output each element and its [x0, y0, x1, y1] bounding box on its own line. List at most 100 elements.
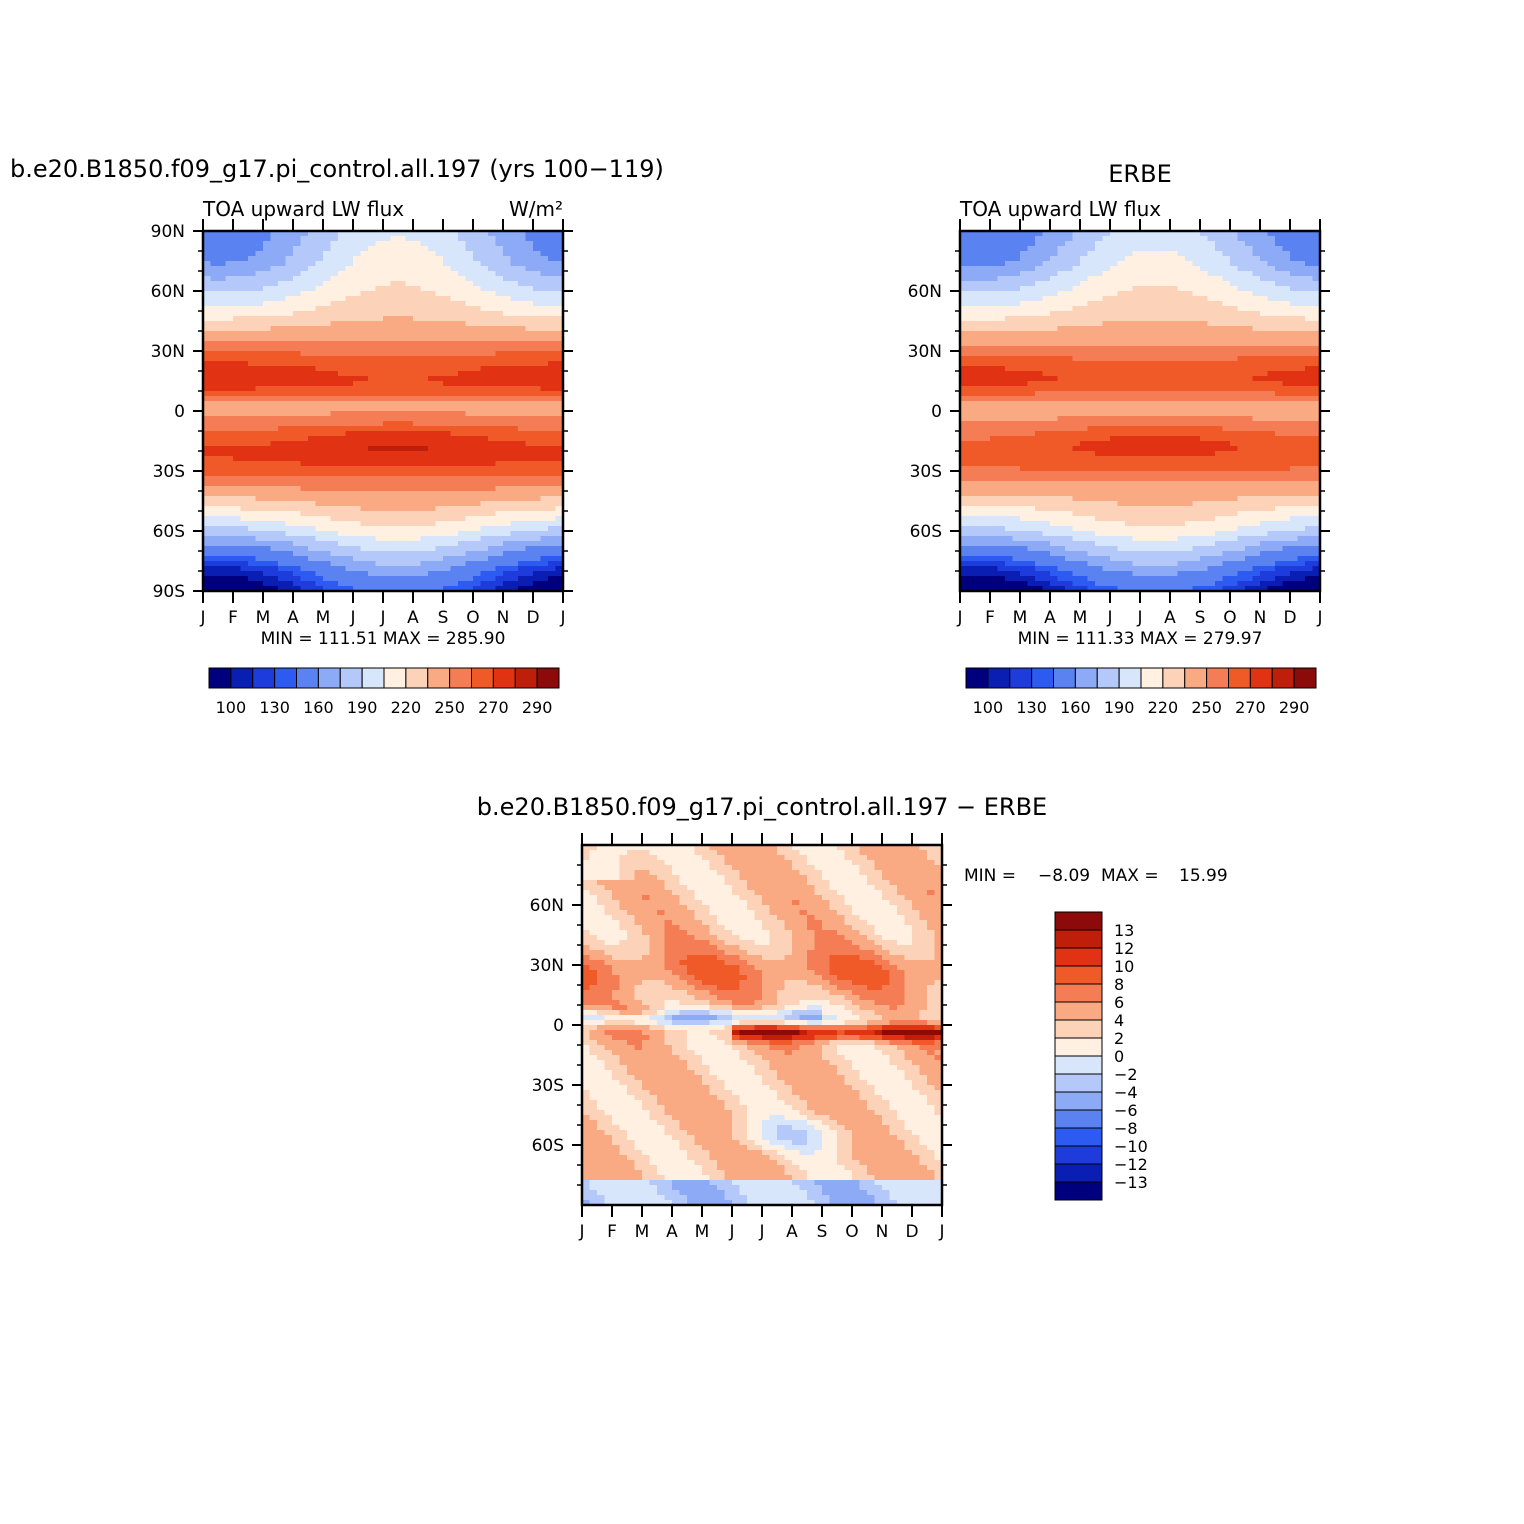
heatmap-cell: [548, 446, 557, 452]
heatmap-cell: [1282, 326, 1291, 332]
heatmap-cell: [360, 521, 369, 527]
heatmap-cell: [525, 316, 534, 322]
heatmap-cell: [1065, 371, 1074, 377]
heatmap-cell: [1042, 326, 1051, 332]
heatmap-cell: [353, 521, 362, 527]
heatmap-cell: [548, 356, 557, 362]
heatmap-cell: [233, 256, 242, 262]
heatmap-cell: [1207, 341, 1216, 347]
heatmap-cell: [1297, 286, 1306, 292]
heatmap-cell: [345, 381, 354, 387]
heatmap-cell: [1312, 301, 1321, 307]
heatmap-cell: [405, 576, 414, 582]
heatmap-cell: [1117, 361, 1126, 367]
heatmap-cell: [1102, 231, 1111, 237]
heatmap-cell: [465, 556, 474, 562]
heatmap-cell: [360, 426, 369, 432]
heatmap-cell: [225, 566, 234, 572]
heatmap-cell: [540, 386, 549, 392]
heatmap-cell: [210, 321, 219, 327]
heatmap-cell: [533, 501, 542, 507]
heatmap-cell: [1012, 336, 1021, 342]
heatmap-cell: [360, 491, 369, 497]
heatmap-cell: [1207, 331, 1216, 337]
heatmap-cell: [255, 241, 264, 247]
heatmap-cell: [398, 486, 407, 492]
heatmap-cell: [1117, 241, 1126, 247]
heatmap-cell: [1192, 351, 1201, 357]
heatmap-cell: [203, 516, 212, 522]
heatmap-cell: [555, 536, 564, 542]
panel-model-variable: TOA upward LW flux: [202, 197, 404, 221]
heatmap-cell: [218, 501, 227, 507]
heatmap-cell: [435, 251, 444, 257]
heatmap-cell: [450, 456, 459, 462]
heatmap-cell: [405, 566, 414, 572]
heatmap-cell: [390, 256, 399, 262]
heatmap-cell: [503, 526, 512, 532]
heatmap-cell: [375, 541, 384, 547]
heatmap-cell: [465, 356, 474, 362]
heatmap-cell: [345, 466, 354, 472]
heatmap-cell: [248, 526, 257, 532]
heatmap-cell: [240, 416, 249, 422]
heatmap-cell: [255, 286, 264, 292]
heatmap-cell: [398, 236, 407, 242]
heatmap-cell: [1140, 276, 1149, 282]
heatmap-cell: [525, 276, 534, 282]
heatmap-cell: [555, 266, 564, 272]
heatmap-cell: [255, 491, 264, 497]
heatmap-cell: [323, 391, 332, 397]
heatmap-cell: [1050, 241, 1059, 247]
heatmap-cell: [390, 451, 399, 457]
heatmap-cell: [1050, 371, 1059, 377]
heatmap-cell: [360, 401, 369, 407]
heatmap-cell: [1005, 361, 1014, 367]
heatmap-cell: [390, 306, 399, 312]
heatmap-cell: [360, 366, 369, 372]
heatmap-cell: [203, 441, 212, 447]
heatmap-cell: [218, 281, 227, 287]
heatmap-cell: [1117, 231, 1126, 237]
heatmap-cell: [473, 331, 482, 337]
heatmap-cell: [263, 446, 272, 452]
heatmap-cell: [480, 416, 489, 422]
heatmap-cell: [1290, 306, 1299, 312]
colorbar-swatch: [296, 667, 319, 689]
heatmap-cell: [548, 276, 557, 282]
heatmap-cell: [1110, 301, 1119, 307]
heatmap-cell: [1200, 281, 1209, 287]
heatmap-cell: [1252, 276, 1261, 282]
heatmap-cell: [435, 341, 444, 347]
heatmap-cell: [270, 301, 279, 307]
heatmap-cell: [375, 416, 384, 422]
heatmap-cell: [300, 476, 309, 482]
heatmap-cell: [480, 521, 489, 527]
heatmap-cell: [345, 406, 354, 412]
heatmap-cell: [488, 571, 497, 577]
heatmap-cell: [390, 441, 399, 447]
heatmap-cell: [270, 391, 279, 397]
heatmap-cell: [428, 396, 437, 402]
heatmap-cell: [368, 241, 377, 247]
heatmap-cell: [525, 421, 534, 427]
heatmap-cell: [255, 521, 264, 527]
heatmap-cell: [398, 561, 407, 567]
heatmap-cell: [218, 336, 227, 342]
heatmap-cell: [525, 261, 534, 267]
heatmap-cell: [450, 301, 459, 307]
heatmap-cell: [990, 351, 999, 357]
heatmap-cell: [293, 346, 302, 352]
heatmap-cell: [413, 576, 422, 582]
heatmap-cell: [345, 416, 354, 422]
heatmap-cell: [1087, 321, 1096, 327]
heatmap-cell: [1065, 231, 1074, 237]
colorbar-swatch: [492, 667, 516, 689]
heatmap-cell: [997, 366, 1006, 372]
heatmap-cell: [518, 351, 527, 357]
heatmap-cell: [518, 566, 527, 572]
heatmap-cell: [1192, 281, 1201, 287]
heatmap-cell: [1215, 311, 1224, 317]
heatmap-cell: [480, 486, 489, 492]
heatmap-cell: [443, 311, 452, 317]
